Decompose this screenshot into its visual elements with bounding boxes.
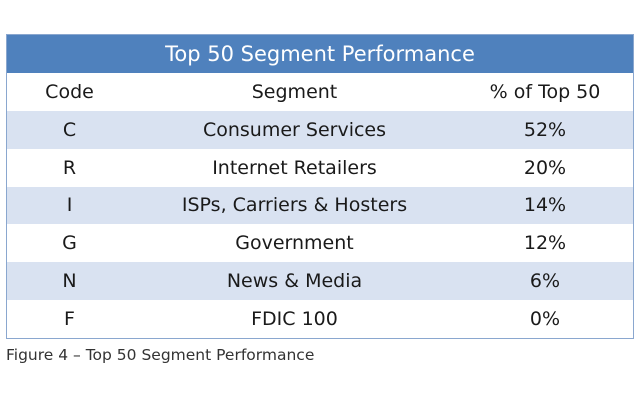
header-code: Code [45, 81, 94, 103]
table-row: I ISPs, Carriers & Hosters 14% [7, 186, 633, 225]
cell-code: G [62, 232, 77, 255]
figure-caption: Figure 4 – Top 50 Segment Performance [6, 346, 315, 364]
cell-code: F [64, 307, 75, 330]
cell-percent: 6% [529, 270, 561, 293]
cell-percent: 12% [523, 232, 567, 255]
table-row: G Government 12% [7, 224, 633, 262]
cell-code: N [62, 270, 77, 293]
cell-code: C [62, 118, 77, 141]
cell-segment: Consumer Services [202, 118, 387, 141]
cell-percent: 14% [523, 194, 567, 217]
table-row: N News & Media 6% [7, 262, 633, 300]
table-row: F FDIC 100 0% [7, 300, 633, 338]
cell-segment: Government [235, 232, 354, 255]
cell-code: I [66, 194, 73, 217]
cell-segment: ISPs, Carriers & Hosters [181, 194, 408, 217]
cell-segment: News & Media [226, 270, 363, 293]
header-percent: % of Top 50 [489, 81, 601, 103]
table-title: Top 50 Segment Performance [7, 35, 633, 73]
segment-performance-table: Top 50 Segment Performance Code Segment … [6, 34, 634, 339]
header-segment: Segment [251, 81, 338, 103]
cell-percent: 0% [529, 307, 561, 330]
cell-segment: FDIC 100 [251, 307, 338, 330]
table-row: R Internet Retailers 20% [7, 149, 633, 187]
cell-segment: Internet Retailers [212, 156, 377, 179]
cell-percent: 20% [523, 156, 567, 179]
table-header-row: Code Segment % of Top 50 [7, 73, 633, 111]
cell-code: R [62, 156, 77, 179]
table-row: C Consumer Services 52% [7, 111, 633, 149]
cell-percent: 52% [523, 118, 567, 141]
